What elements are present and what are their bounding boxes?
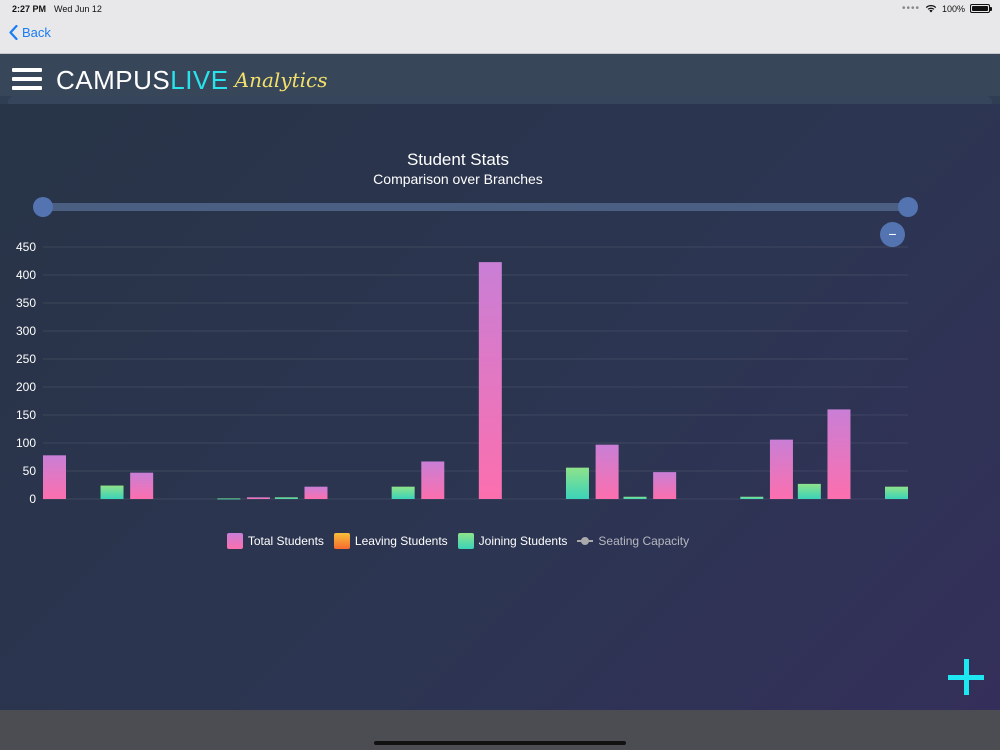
range-slider-end-handle[interactable] (898, 197, 918, 217)
bar-joining-students[interactable] (565, 467, 589, 499)
y-tick-label: 350 (16, 296, 36, 310)
legend-label-total: Total Students (247, 534, 324, 548)
legend-seating-capacity[interactable]: Seating Capacity (577, 533, 689, 549)
bar-total-students[interactable] (421, 461, 445, 499)
status-indicators: •••• 100% (901, 3, 992, 14)
bar-joining-students[interactable] (623, 496, 647, 499)
bar-joining-students[interactable] (797, 483, 821, 499)
bar-joining-students[interactable] (885, 486, 908, 499)
bar-total-students[interactable] (653, 472, 677, 499)
bar-total-students[interactable] (130, 472, 154, 499)
dots-icon: •••• (901, 3, 920, 14)
chevron-left-icon (9, 25, 18, 40)
legend-label-leaving: Leaving Students (354, 534, 448, 548)
back-button-label: Back (22, 25, 51, 40)
plus-icon[interactable] (948, 658, 988, 698)
chart-gridlines (43, 246, 908, 500)
legend-total-students[interactable]: Total Students (226, 533, 324, 549)
y-tick-label: 450 (16, 240, 36, 254)
bar-total-students[interactable] (304, 486, 328, 499)
range-slider-start-handle[interactable] (33, 197, 53, 217)
chart-subtitle: Comparison over Branches (373, 171, 543, 187)
y-tick-label: 50 (23, 464, 37, 478)
legend-swatch-total (226, 533, 243, 549)
home-indicator (374, 741, 626, 745)
back-button[interactable]: Back (9, 25, 51, 40)
y-tick-label: 300 (16, 324, 36, 338)
legend-label-joining: Joining Students (478, 534, 568, 548)
app-header: CAMPUS LIVE Analytics (0, 54, 1000, 104)
y-tick-label: 150 (16, 408, 36, 422)
range-slider-track[interactable] (43, 203, 908, 211)
bar-total-students[interactable] (827, 409, 851, 499)
bar-joining-students[interactable] (740, 496, 764, 499)
y-tick-label: 400 (16, 268, 36, 282)
logo-campus-text: CAMPUS (56, 65, 171, 95)
battery-icon (970, 4, 992, 13)
logo-live-text: LIVE (170, 65, 229, 95)
bar-total-students[interactable] (43, 455, 66, 499)
y-tick-label: 200 (16, 380, 36, 394)
bar-total-students[interactable] (595, 444, 619, 499)
wifi-icon (925, 5, 937, 13)
legend-joining-students[interactable]: Joining Students (457, 533, 568, 549)
status-bar: 2:27 PM Wed Jun 12 •••• 100% (0, 0, 1000, 18)
chart-bars (43, 262, 908, 500)
status-time: 2:27 PM (12, 4, 47, 14)
legend-leaving-students[interactable]: Leaving Students (333, 533, 448, 549)
y-tick-label: 100 (16, 436, 36, 450)
legend-swatch-joining (457, 533, 474, 549)
y-tick-label: 250 (16, 352, 36, 366)
chart-title: Student Stats (406, 150, 510, 169)
bar-total-students[interactable] (769, 439, 793, 499)
hamburger-menu-icon[interactable] (12, 68, 42, 90)
bar-joining-students[interactable] (217, 498, 241, 500)
y-tick-label: 0 (29, 492, 36, 506)
logo-analytics-text: Analytics (234, 68, 328, 92)
bar-joining-students[interactable] (274, 497, 298, 499)
legend-line-seating (577, 536, 594, 546)
y-axis-ticks: 0 50 100 150 200 250 300 350 400 450 (16, 240, 36, 506)
content-edge-inner (8, 96, 992, 106)
navigation-bar: Back (0, 18, 1000, 54)
zoom-out-button[interactable]: − (880, 222, 905, 247)
bar-total-students[interactable] (478, 262, 502, 499)
battery-percentage: 100% (941, 3, 965, 14)
campuslive-logo: CAMPUS LIVE Analytics (56, 66, 327, 94)
legend-swatch-leaving (333, 533, 350, 549)
bar-joining-students[interactable] (100, 485, 124, 499)
bar-total-students[interactable] (246, 497, 270, 499)
bar-joining-students[interactable] (391, 486, 415, 499)
chart-legend: Total Students Leaving Students Joining … (0, 533, 916, 549)
bar-chart: 0 50 100 150 200 250 300 350 400 450 (16, 240, 908, 506)
status-date: Wed Jun 12 (54, 4, 102, 14)
legend-label-seating: Seating Capacity (598, 534, 690, 548)
